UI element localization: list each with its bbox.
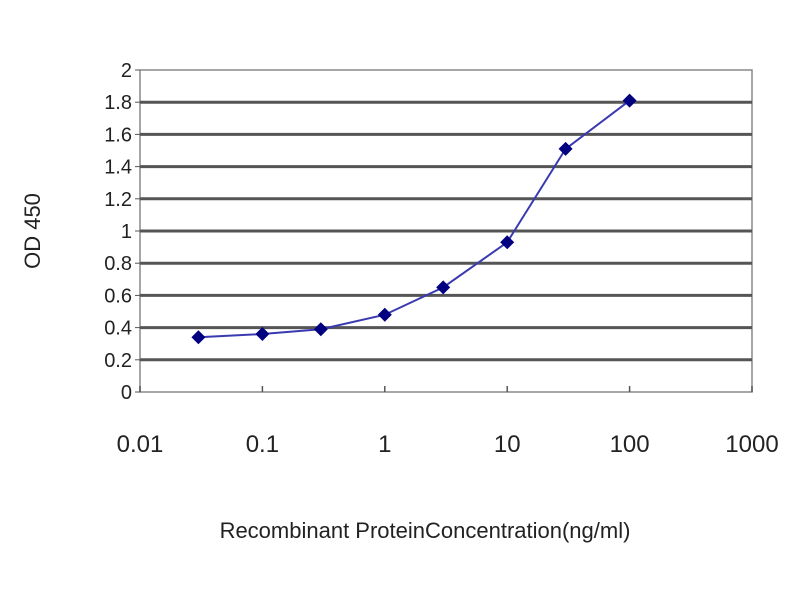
- x-tick-label: 0.01: [117, 431, 164, 458]
- data-point: [500, 235, 515, 250]
- x-axis-label: Recombinant ProteinConcentration(ng/ml): [220, 518, 631, 543]
- data-point: [436, 280, 451, 295]
- x-tick-label: 10: [494, 431, 521, 458]
- y-tick-label: 0: [121, 382, 132, 404]
- x-tick-label: 100: [610, 431, 650, 458]
- x-tick-label: 1000: [725, 431, 778, 458]
- y-axis-label: OD 450: [20, 193, 45, 269]
- series-line: [198, 99, 631, 339]
- data-point: [191, 330, 206, 345]
- y-tick-label: 0.2: [104, 350, 132, 372]
- y-tick-label: 1: [121, 221, 132, 243]
- x-tick-label: 0.1: [246, 431, 279, 458]
- y-tick-label: 1.4: [104, 157, 132, 179]
- y-tick-label: 2: [121, 60, 132, 82]
- data-point: [377, 307, 392, 322]
- y-tick-label: 1.2: [104, 189, 132, 211]
- data-point: [313, 322, 328, 337]
- y-tick-label: 0.4: [104, 318, 132, 340]
- y-tick-label: 0.6: [104, 285, 132, 307]
- x-tick-label: 1: [378, 431, 391, 458]
- y-tick-label: 1.6: [104, 124, 132, 146]
- y-tick-label: 1.8: [104, 92, 132, 114]
- data-point: [558, 141, 573, 156]
- y-tick-label: 0.8: [104, 253, 132, 275]
- data-point: [255, 327, 270, 342]
- data-point: [622, 93, 637, 108]
